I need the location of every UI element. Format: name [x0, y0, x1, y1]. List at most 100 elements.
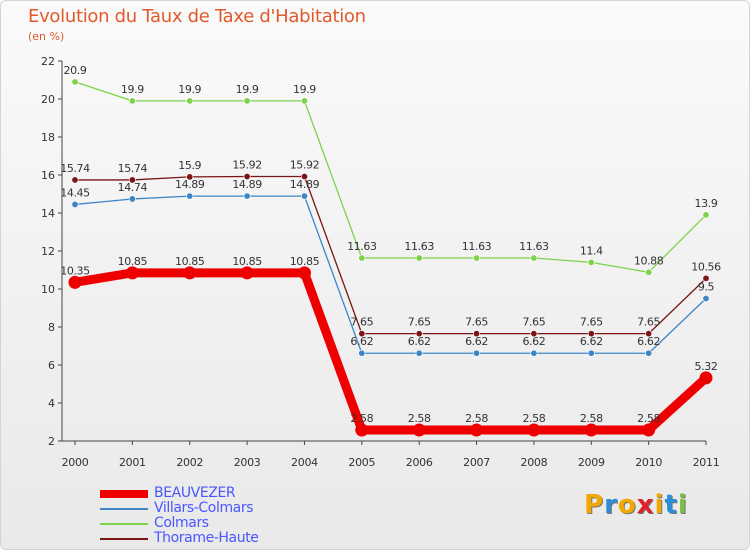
data-label: 10.85 — [175, 255, 205, 268]
x-tick-label: 2002 — [176, 456, 203, 469]
data-point — [358, 254, 366, 262]
data-point — [186, 97, 194, 105]
data-label: 13.9 — [695, 197, 718, 210]
data-point — [300, 97, 308, 105]
legend-swatch — [100, 522, 148, 525]
data-point — [128, 176, 136, 184]
y-tick-label: 10 — [41, 283, 55, 296]
data-point — [584, 423, 598, 437]
data-label: 19.9 — [236, 83, 259, 96]
series-line-villars-colmars — [74, 195, 707, 354]
logo-letter: i — [677, 490, 688, 520]
data-point — [186, 192, 194, 200]
data-label: 2.58 — [350, 412, 373, 425]
data-point — [300, 173, 308, 181]
x-tick-label: 2005 — [348, 456, 375, 469]
data-point — [186, 173, 194, 181]
legend-label: Thorame-Haute — [154, 530, 259, 546]
legend-item: Thorame-Haute — [100, 531, 400, 546]
data-point — [125, 266, 139, 280]
data-point — [415, 254, 423, 262]
legend-item: BEAUVEZER — [100, 486, 400, 501]
data-label: 2.58 — [522, 412, 545, 425]
data-point — [358, 330, 366, 338]
data-label: 10.88 — [634, 254, 664, 267]
data-label: 7.65 — [580, 316, 603, 329]
x-tick-label: 2003 — [234, 456, 261, 469]
data-label: 11.63 — [404, 240, 434, 253]
data-point — [642, 423, 656, 437]
data-point — [473, 330, 481, 338]
data-point — [243, 173, 251, 181]
data-label: 6.62 — [637, 335, 660, 348]
data-label: 11.4 — [580, 244, 603, 257]
logo-letter: t — [664, 490, 678, 520]
x-tick-label: 2000 — [62, 456, 89, 469]
data-label: 2.58 — [580, 412, 603, 425]
data-point — [587, 349, 595, 357]
data-label: 11.63 — [462, 240, 492, 253]
data-label: 19.9 — [178, 83, 201, 96]
x-tick-label: 2006 — [406, 456, 433, 469]
data-point — [415, 349, 423, 357]
series-line-colmars — [74, 81, 707, 273]
data-label: 14.89 — [175, 178, 205, 191]
series-line-beauvezer — [70, 268, 711, 435]
data-point — [128, 195, 136, 203]
data-point — [645, 349, 653, 357]
logo-letter: P — [584, 490, 605, 520]
legend-label: Colmars — [154, 515, 209, 531]
data-label: 10.35 — [60, 264, 90, 277]
x-tick-label: 2004 — [291, 456, 318, 469]
chart-title: Evolution du Taux de Taxe d'Habitation — [28, 6, 366, 27]
chart-unit: (en %) — [28, 30, 65, 43]
data-label: 11.63 — [519, 240, 549, 253]
x-tick-label: 2010 — [635, 456, 662, 469]
data-point — [358, 349, 366, 357]
data-point — [530, 330, 538, 338]
data-point — [699, 371, 713, 385]
data-label: 7.65 — [637, 316, 660, 329]
legend-item: Villars-Colmars — [100, 501, 400, 516]
logo-letter: x — [636, 490, 655, 520]
legend-swatch — [100, 507, 148, 510]
data-point — [530, 254, 538, 262]
data-label: 6.62 — [465, 335, 488, 348]
data-label: 2.58 — [465, 412, 488, 425]
y-tick-label: 18 — [41, 131, 55, 144]
data-label: 14.45 — [60, 186, 90, 199]
data-label: 20.9 — [64, 64, 87, 77]
series-line-thorame-haute — [74, 175, 707, 335]
data-point — [645, 268, 653, 276]
data-point — [702, 211, 710, 219]
data-label: 7.65 — [408, 316, 431, 329]
data-label: 6.62 — [408, 335, 431, 348]
data-point — [300, 192, 308, 200]
data-label: 7.65 — [350, 316, 373, 329]
legend-swatch — [100, 489, 148, 498]
logo-letter: i — [654, 490, 665, 520]
y-tick-label: 12 — [41, 245, 55, 258]
y-tick-label: 14 — [41, 207, 55, 220]
data-label: 19.9 — [121, 83, 144, 96]
data-point — [645, 330, 653, 338]
logo-letter: o — [617, 490, 637, 520]
data-point — [470, 423, 484, 437]
data-point — [473, 349, 481, 357]
x-tick-label: 2007 — [463, 456, 490, 469]
x-tick-label: 2009 — [578, 456, 605, 469]
x-tick-label: 2008 — [521, 456, 548, 469]
data-label: 2.58 — [408, 412, 431, 425]
x-tick-label: 2001 — [119, 456, 146, 469]
data-label: 19.9 — [293, 83, 316, 96]
data-point — [412, 423, 426, 437]
data-label: 14.89 — [232, 178, 262, 191]
data-point — [243, 192, 251, 200]
legend-item: Colmars — [100, 516, 400, 531]
data-point — [702, 294, 710, 302]
data-point — [587, 330, 595, 338]
data-point — [240, 266, 254, 280]
data-label: 15.92 — [290, 159, 320, 172]
data-label: 2.58 — [637, 412, 660, 425]
data-label: 10.56 — [691, 260, 721, 273]
